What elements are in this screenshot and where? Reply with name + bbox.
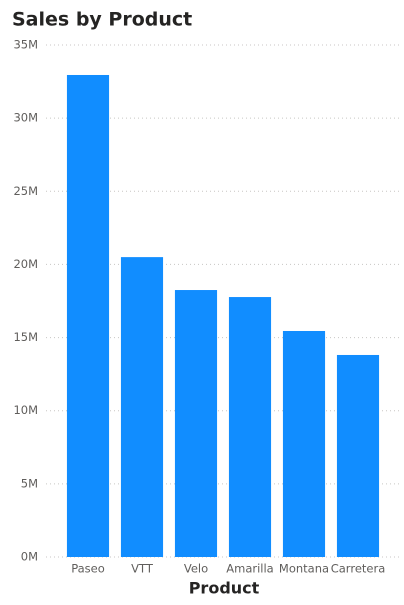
bar: [228, 297, 272, 557]
y-tick-label: 20M: [13, 257, 38, 271]
bar: [336, 354, 380, 557]
y-tick-label: 5M: [21, 476, 38, 490]
y-tick-label: 0M: [21, 550, 38, 564]
y-tick-label: 15M: [13, 330, 38, 344]
x-tick-label: Amarilla: [226, 562, 273, 576]
bar: [174, 290, 218, 557]
chart-title: Sales by Product: [12, 9, 192, 31]
y-tick-label: 35M: [13, 38, 38, 52]
y-tick-label: 30M: [13, 111, 38, 125]
x-tick-label: Paseo: [71, 562, 105, 576]
y-tick-label: 10M: [13, 403, 38, 417]
bar: [282, 330, 326, 557]
x-tick-label: Carretera: [331, 562, 386, 576]
y-tick-label: 25M: [13, 184, 38, 198]
x-axis-title: Product: [189, 579, 260, 598]
x-tick-label: Velo: [184, 562, 208, 576]
x-tick-label: Montana: [279, 562, 329, 576]
bar: [66, 74, 110, 557]
x-tick-label: VTT: [131, 562, 154, 576]
bar: [120, 257, 164, 557]
